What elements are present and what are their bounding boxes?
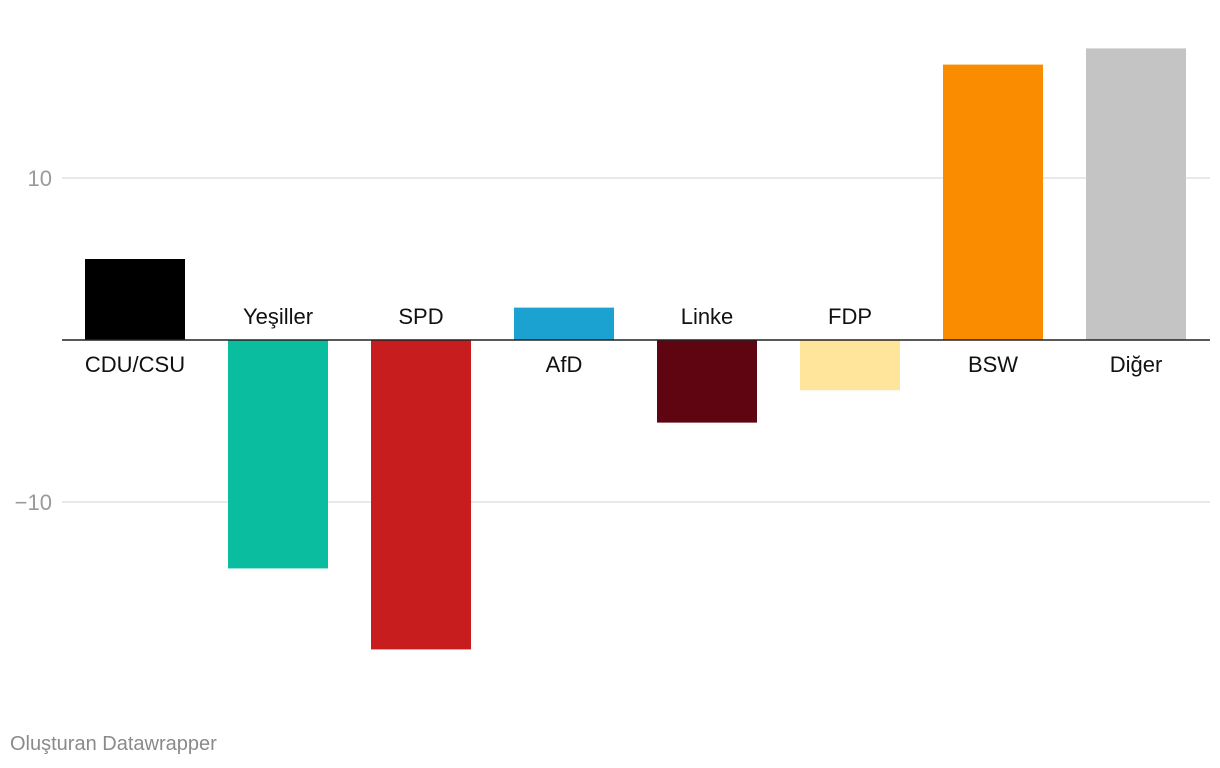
bar-di-er [1086,48,1186,341]
y-tick-label: 10 [28,166,52,191]
category-label: FDP [828,304,872,329]
category-label: AfD [546,352,583,377]
bar-cdu-csu [85,259,185,340]
category-label: SPD [398,304,443,329]
y-tick-label: −10 [15,490,52,515]
category-label: Yeşiller [243,304,313,329]
bar-spd [371,340,471,650]
category-labels: CDU/CSU Yeşiller SPD AfD Linke FDP BSW Diğer [85,304,1162,377]
credit-text: Oluşturan Datawrapper [10,733,217,755]
bar-afd [514,307,614,340]
bar-bsw [943,64,1043,340]
category-label: BSW [968,352,1018,377]
category-label: CDU/CSU [85,352,185,377]
category-label: Diğer [1110,352,1163,377]
bar-linke [657,340,757,423]
bars [85,48,1186,650]
category-label: Linke [681,304,734,329]
bar-fdp [800,340,900,391]
bar-ye-iller [228,340,328,569]
